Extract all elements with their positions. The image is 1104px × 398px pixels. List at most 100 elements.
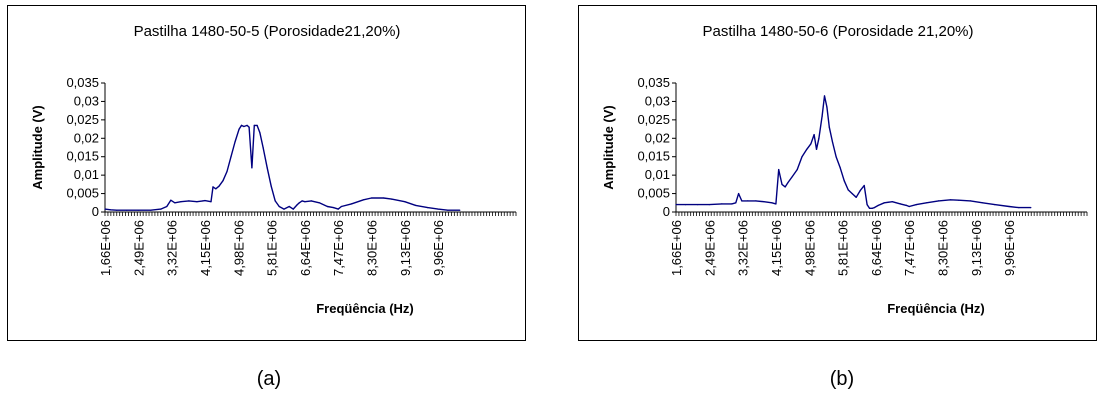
data-point (755, 200, 757, 202)
data-point (204, 200, 206, 202)
data-point (391, 198, 393, 200)
data-point (877, 204, 879, 206)
y-tick-label: 0,01 (74, 167, 99, 182)
data-point (828, 126, 830, 128)
caption-b: (b) (829, 368, 855, 390)
data-point (292, 208, 294, 210)
data-point (970, 200, 972, 202)
data-point (459, 209, 461, 211)
series-line (676, 95, 1031, 210)
data-point (332, 207, 334, 209)
data-point (899, 203, 901, 205)
data-point (905, 204, 907, 206)
data-point (1008, 205, 1010, 208)
x-tick-label: 8,30E+06 (936, 220, 951, 276)
data-point (166, 205, 168, 208)
data-point (202, 200, 204, 202)
data-point (873, 207, 875, 209)
y-tick-label: 0,025 (66, 112, 99, 127)
x-axis-title: Freqüência (Hz) (316, 301, 414, 316)
data-point (859, 190, 861, 192)
data-point (813, 134, 815, 136)
x-tick-label: 9,13E+06 (398, 220, 413, 276)
data-point (826, 106, 828, 108)
data-point (301, 200, 303, 202)
data-point (238, 128, 240, 130)
data-point (218, 185, 220, 187)
x-tick-label: 5,81E+06 (265, 220, 280, 276)
x-tick-label: 6,64E+06 (869, 220, 884, 276)
data-point (296, 204, 298, 206)
data-point (818, 137, 820, 139)
x-tick-label: 5,81E+06 (836, 220, 851, 276)
data-point (937, 200, 940, 202)
data-point (994, 204, 996, 206)
data-point (137, 209, 139, 211)
data-point (871, 207, 873, 209)
data-point (150, 209, 152, 211)
x-tick-label: 8,30E+06 (365, 220, 380, 276)
y-axis-title: Amplitude (V) (601, 105, 616, 190)
x-tick-label: 9,96E+06 (431, 220, 446, 276)
data-point (278, 205, 280, 208)
data-point (116, 209, 118, 211)
data-point (270, 185, 272, 187)
y-tick-label: 0,02 (645, 130, 670, 145)
data-point (226, 170, 228, 173)
data-point (174, 202, 176, 204)
data-point (326, 205, 328, 208)
data-point (212, 186, 214, 188)
y-axis-title: Amplitude (V) (30, 105, 45, 190)
data-point (110, 209, 112, 211)
y-tick-label: 0,02 (74, 130, 99, 145)
y-tick-label: 0,01 (645, 167, 670, 182)
data-point (404, 201, 406, 203)
data-point (958, 199, 960, 201)
data-point (210, 201, 212, 203)
data-point (847, 189, 849, 191)
data-point (868, 207, 871, 209)
data-point (126, 209, 128, 211)
data-point (823, 95, 826, 97)
data-point (251, 167, 253, 169)
x-tick-label: 1,66E+06 (669, 220, 684, 276)
data-point (851, 193, 853, 195)
data-point (288, 205, 290, 208)
data-point (791, 176, 793, 178)
x-tick-label: 3,32E+06 (165, 220, 180, 276)
data-point (925, 202, 928, 204)
data-point (437, 208, 439, 210)
data-point (915, 204, 917, 206)
data-point (891, 201, 893, 203)
data-point (248, 126, 250, 128)
data-point (246, 124, 248, 126)
line-chart-a: Pastilha 1480-50-5 (Porosidade21,20%) Amp… (30, 23, 517, 316)
data-point (298, 202, 300, 204)
data-point (170, 199, 172, 201)
data-point (230, 156, 232, 158)
data-point (256, 124, 258, 126)
chart-title: Pastilha 1480-50-5 (Porosidade21,20%) (134, 23, 401, 40)
data-point (949, 199, 952, 201)
x-tick-label: 7,47E+06 (902, 220, 917, 276)
y-tick-label: 0,03 (74, 93, 99, 108)
data-point (775, 203, 777, 205)
data-point (835, 156, 837, 158)
y-tick-label: 0 (92, 204, 99, 219)
data-point (815, 148, 818, 150)
x-axis-title: Freqüência (Hz) (887, 301, 985, 316)
data-point (982, 202, 984, 204)
data-point (863, 184, 865, 187)
x-tick-label: 4,15E+06 (198, 220, 213, 276)
data-point (721, 203, 723, 205)
data-point (283, 208, 285, 210)
data-point (240, 124, 243, 126)
data-point (318, 202, 320, 204)
data-point (243, 125, 245, 128)
y-tick-label: 0,015 (66, 149, 99, 164)
x-tick-label: 4,98E+06 (802, 220, 817, 276)
data-point (160, 208, 162, 210)
data-point (266, 167, 268, 169)
x-tick-label: 6,64E+06 (298, 220, 313, 276)
data-point (382, 197, 385, 199)
